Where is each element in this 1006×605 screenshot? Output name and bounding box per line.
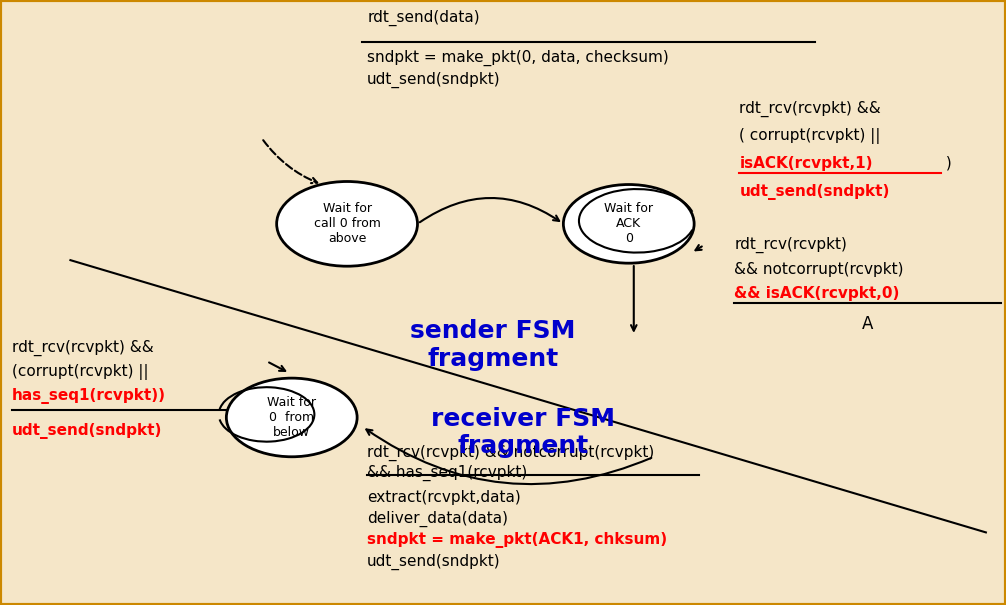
Text: sndpkt = make_pkt(ACK1, chksum): sndpkt = make_pkt(ACK1, chksum): [367, 532, 667, 548]
Text: rdt_rcv(rcvpkt) &&: rdt_rcv(rcvpkt) &&: [739, 101, 881, 117]
Text: && has_seq1(rcvpkt): && has_seq1(rcvpkt): [367, 465, 527, 481]
Text: udt_send(sndpkt): udt_send(sndpkt): [739, 185, 889, 200]
Text: ): ): [941, 156, 952, 171]
Text: udt_send(sndpkt): udt_send(sndpkt): [12, 423, 162, 439]
Text: udt_send(sndpkt): udt_send(sndpkt): [367, 72, 501, 88]
Text: receiver FSM
fragment: receiver FSM fragment: [432, 407, 615, 459]
Text: isACK(rcvpkt,1): isACK(rcvpkt,1): [739, 156, 873, 171]
Text: rdt_rcv(rcvpkt): rdt_rcv(rcvpkt): [734, 237, 847, 253]
Text: Wait for
0  from
below: Wait for 0 from below: [268, 396, 316, 439]
Circle shape: [563, 185, 694, 263]
Text: deliver_data(data): deliver_data(data): [367, 511, 508, 526]
Text: && notcorrupt(rcvpkt): && notcorrupt(rcvpkt): [734, 262, 903, 276]
Text: rdt_rcv(rcvpkt) &&: rdt_rcv(rcvpkt) &&: [12, 340, 154, 356]
Text: ( corrupt(rcvpkt) ||: ( corrupt(rcvpkt) ||: [739, 128, 881, 144]
Text: extract(rcvpkt,data): extract(rcvpkt,data): [367, 490, 521, 505]
Text: && isACK(rcvpkt,0): && isACK(rcvpkt,0): [734, 286, 899, 301]
Text: A: A: [861, 315, 873, 333]
Text: rdt_rcv(rcvpkt) && notcorrupt(rcvpkt): rdt_rcv(rcvpkt) && notcorrupt(rcvpkt): [367, 445, 655, 460]
Text: has_seq1(rcvpkt)): has_seq1(rcvpkt)): [12, 388, 166, 404]
Text: udt_send(sndpkt): udt_send(sndpkt): [367, 554, 501, 569]
Text: Wait for
call 0 from
above: Wait for call 0 from above: [314, 202, 380, 246]
Text: Wait for
ACK
0: Wait for ACK 0: [605, 202, 653, 246]
Text: sender FSM
fragment: sender FSM fragment: [410, 319, 575, 371]
Text: sndpkt = make_pkt(0, data, checksum): sndpkt = make_pkt(0, data, checksum): [367, 50, 669, 65]
Text: (corrupt(rcvpkt) ||: (corrupt(rcvpkt) ||: [12, 364, 149, 380]
Text: rdt_send(data): rdt_send(data): [367, 10, 480, 26]
Circle shape: [226, 378, 357, 457]
Circle shape: [277, 182, 417, 266]
